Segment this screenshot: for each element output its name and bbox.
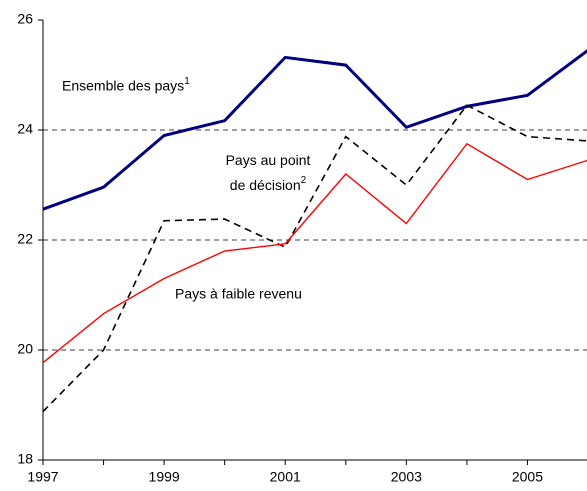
y-tick-label: 24	[17, 121, 33, 137]
x-tick-label: 2005	[512, 469, 543, 485]
label-line: Pays au point	[226, 152, 311, 168]
y-tick-label: 26	[17, 11, 33, 27]
x-tick-label: 2003	[391, 469, 422, 485]
series-line	[42, 142, 587, 364]
footnote: 2	[301, 175, 307, 186]
series-label: Pays à faible revenu	[175, 286, 302, 302]
y-tick-label: 22	[17, 231, 33, 247]
y-tick-label: 18	[17, 451, 33, 467]
series-line	[42, 49, 587, 211]
series-line	[42, 104, 587, 413]
series-label: Ensemble des pays1	[62, 76, 190, 94]
series-label: Pays au point de décision2	[226, 152, 311, 193]
x-tick-label: 1999	[149, 469, 180, 485]
label-line: de décision	[230, 177, 301, 193]
footnote: 1	[184, 76, 190, 87]
x-tick-label: 2001	[270, 469, 301, 485]
y-tick-label: 20	[17, 341, 33, 357]
x-tick-label: 1997	[27, 469, 58, 485]
